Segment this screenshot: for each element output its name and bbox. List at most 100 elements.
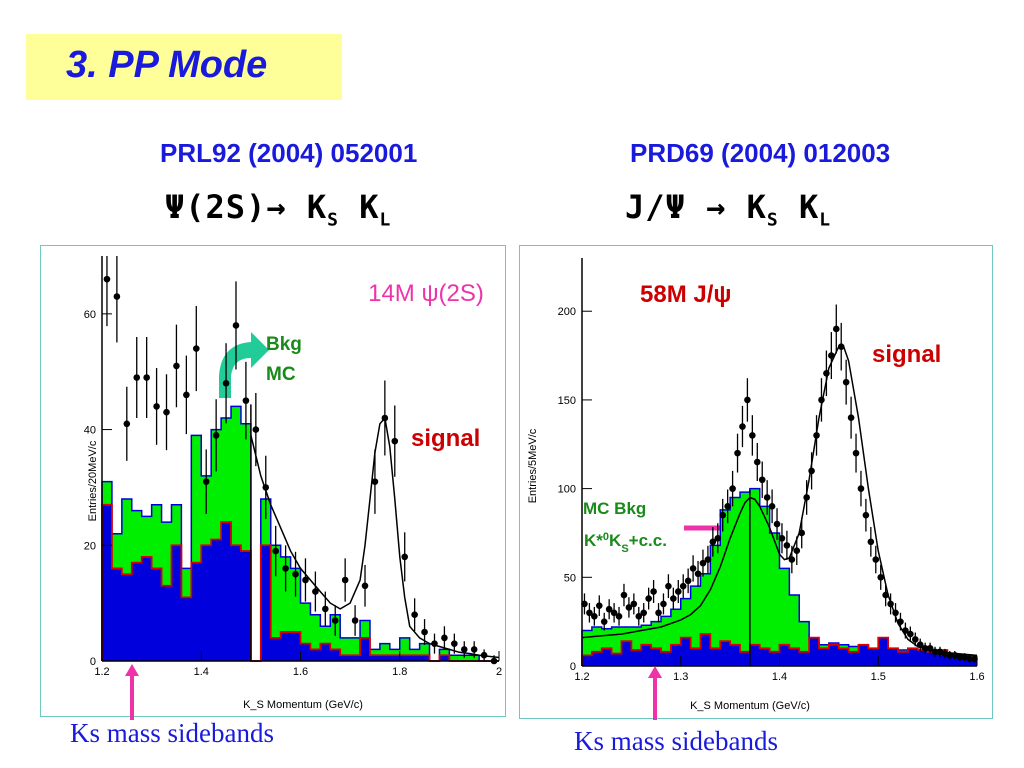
right-reference: PRD69 (2004) 012003 xyxy=(630,138,891,168)
blue-mc-bar xyxy=(379,655,391,661)
blue-mc-outline xyxy=(581,633,977,666)
data-point xyxy=(674,588,682,595)
blue-mc-bar xyxy=(631,650,642,666)
data-point xyxy=(411,611,418,619)
y-tick-label: 200 xyxy=(558,306,576,318)
data-point xyxy=(600,618,608,625)
data-point xyxy=(872,556,880,563)
green-mc-bar xyxy=(789,595,800,666)
right-chart-panel: Entries/5MeV/c K_S Momentum (GeV/c) 58M … xyxy=(519,245,993,719)
data-point xyxy=(724,503,731,510)
data-point xyxy=(635,613,643,620)
data-point xyxy=(113,293,121,300)
blue-mc-bar xyxy=(700,634,711,666)
data-point xyxy=(679,582,687,590)
blue-mc-bar xyxy=(211,539,222,661)
green-mc-bar xyxy=(231,406,242,661)
data-point xyxy=(793,547,801,554)
data-point xyxy=(921,644,929,652)
data-point xyxy=(322,605,329,613)
y-tick-label: 0 xyxy=(90,656,96,668)
data-point xyxy=(630,600,638,608)
green-mc-bar xyxy=(290,568,301,661)
data-point xyxy=(783,542,791,549)
data-point xyxy=(670,595,677,602)
data-point xyxy=(103,275,111,283)
blue-mc-bar xyxy=(740,651,751,666)
data-point xyxy=(699,559,707,567)
data-point xyxy=(758,476,766,484)
blue-mc-bar xyxy=(601,648,613,666)
data-point xyxy=(719,511,727,519)
blue-mc-bar xyxy=(260,545,272,661)
blue-mc-bar xyxy=(151,568,163,661)
blue-mc-bar xyxy=(927,651,938,666)
green-mc-bar xyxy=(661,616,672,666)
y-tick-label: 40 xyxy=(84,425,96,437)
data-point xyxy=(778,534,786,542)
blue-mc-bar xyxy=(878,637,889,666)
data-point xyxy=(749,432,756,439)
x-tick-label: 1.3 xyxy=(673,671,688,683)
data-point xyxy=(451,640,458,647)
right-kstar-label: K*0KS+c.c. xyxy=(584,531,667,555)
data-point xyxy=(331,617,339,624)
data-point xyxy=(788,556,796,563)
green-mc-bar xyxy=(350,637,361,661)
green-mc-bar xyxy=(799,621,810,666)
data-point xyxy=(351,617,359,624)
blue-mc-bar xyxy=(300,643,311,661)
green-mc-bar xyxy=(769,532,780,666)
data-point xyxy=(862,511,870,519)
green-mc-bar xyxy=(720,509,731,666)
left-sample-label: 14M ψ(2S) xyxy=(368,280,484,307)
blue-mc-bar xyxy=(651,648,662,666)
data-point xyxy=(763,494,771,501)
data-point xyxy=(480,651,488,659)
green-mc-bar xyxy=(611,626,622,666)
blue-mc-bar xyxy=(591,651,603,666)
data-point xyxy=(123,420,131,428)
blue-mc-bar xyxy=(720,641,731,666)
green-mc-bar xyxy=(340,637,351,661)
data-point xyxy=(926,644,934,652)
blue-mc-bar xyxy=(280,632,292,661)
x-tick-label: 1.6 xyxy=(969,671,984,683)
data-point xyxy=(212,432,220,439)
blue-mc-bar xyxy=(799,651,810,666)
data-point xyxy=(615,613,623,620)
data-point xyxy=(391,437,399,445)
data-point xyxy=(867,538,875,546)
x-tick-label: 1.5 xyxy=(871,671,886,683)
green-mc-bar xyxy=(749,488,761,666)
right-decay-s2: L xyxy=(819,209,832,231)
blue-mc-bar xyxy=(320,643,331,661)
data-point xyxy=(371,478,379,485)
green-mc-bar xyxy=(700,573,711,666)
green-mc-bar xyxy=(469,655,480,661)
right-decay-s1: S xyxy=(766,209,779,231)
data-point xyxy=(892,609,899,617)
data-point xyxy=(655,609,662,617)
blue-mc-bar xyxy=(231,545,242,661)
green-mc-bar xyxy=(310,614,321,661)
data-point xyxy=(183,391,190,399)
blue-mc-bar xyxy=(898,651,909,666)
green-mc-bar xyxy=(330,614,341,661)
data-point xyxy=(966,655,973,663)
green-mc-bar xyxy=(680,598,692,666)
green-mc-bar xyxy=(191,435,202,661)
data-point xyxy=(591,613,598,620)
data-point xyxy=(163,408,170,416)
data-point xyxy=(401,553,409,561)
blue-mc-bar xyxy=(270,637,282,661)
data-point xyxy=(689,565,697,572)
green-mc-bar xyxy=(419,643,431,661)
blue-mc-bar xyxy=(730,644,741,666)
left-sideband-label: Ks mass sidebands xyxy=(70,718,274,748)
data-point xyxy=(620,591,628,599)
blue-mc-bar xyxy=(907,648,919,666)
data-point xyxy=(173,362,180,370)
data-point xyxy=(133,374,141,381)
data-point xyxy=(847,414,855,421)
